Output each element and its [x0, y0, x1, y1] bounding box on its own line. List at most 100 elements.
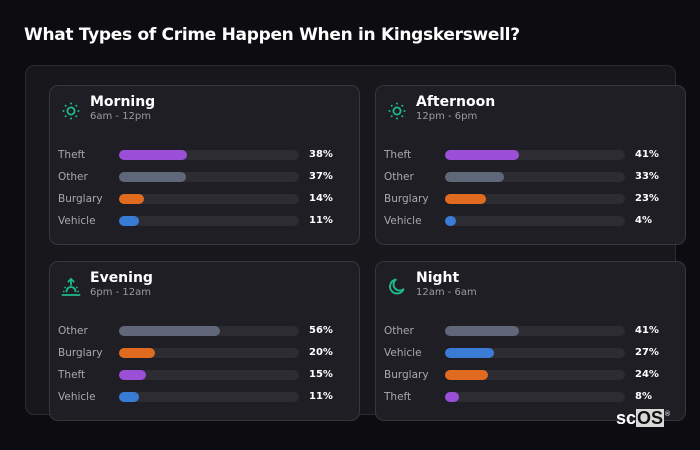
- bar-percent: 11%: [309, 391, 333, 402]
- bar-fill: [445, 326, 519, 336]
- bar-label: Burglary: [58, 193, 103, 205]
- card-afternoon: Afternoon 12pm - 6pm Theft 41% Other 33% B…: [375, 85, 686, 245]
- bar-percent: 24%: [635, 369, 659, 380]
- bar-track: [445, 172, 625, 182]
- registered-mark: ®: [665, 411, 671, 418]
- bar-percent: 15%: [309, 369, 333, 380]
- bar-label: Vehicle: [384, 215, 422, 227]
- bar-list: Other 41% Vehicle 27% Burglary 24% Theft 8%: [384, 324, 684, 412]
- bar-fill: [119, 392, 139, 402]
- bar-track: [119, 150, 299, 160]
- card-time-range: 6pm - 12am: [90, 287, 152, 298]
- bar-row: Other 33%: [384, 170, 684, 192]
- bar-track: [119, 172, 299, 182]
- bar-track: [119, 194, 299, 204]
- bar-percent: 56%: [309, 325, 333, 336]
- bar-label: Other: [58, 171, 88, 183]
- bar-percent: 11%: [309, 215, 333, 226]
- bar-row: Vehicle 11%: [58, 214, 358, 236]
- bar-row: Theft 15%: [58, 368, 358, 390]
- bar-label: Vehicle: [58, 391, 96, 403]
- bar-track: [445, 370, 625, 380]
- bar-percent: 4%: [635, 215, 652, 226]
- card-title: Morning: [90, 94, 156, 110]
- bar-label: Theft: [384, 149, 412, 161]
- bar-track: [119, 216, 299, 226]
- bar-label: Other: [58, 325, 88, 337]
- bar-row: Burglary 23%: [384, 192, 684, 214]
- bar-fill: [445, 370, 489, 380]
- bar-fill: [445, 392, 460, 402]
- scos-logo: sc OS ®: [616, 409, 670, 427]
- bar-label: Theft: [58, 149, 86, 161]
- bar-row: Burglary 14%: [58, 192, 358, 214]
- bar-track: [119, 392, 299, 402]
- bar-track: [119, 370, 299, 380]
- bar-label: Theft: [384, 391, 412, 403]
- card-time-range: 12am - 6am: [416, 287, 477, 298]
- bar-percent: 23%: [635, 193, 659, 204]
- card-time-range: 6am - 12pm: [90, 111, 152, 122]
- card-evening: Evening 6pm - 12am Other 56% Burglary 20% …: [49, 261, 360, 421]
- card-morning: Morning 6am - 12pm Theft 38% Other 37% Bur…: [49, 85, 360, 245]
- bar-label: Burglary: [384, 369, 429, 381]
- bar-track: [119, 348, 299, 358]
- bar-label: Burglary: [384, 193, 429, 205]
- bar-track: [445, 392, 625, 402]
- bar-list: Theft 38% Other 37% Burglary 14% Vehicle 11%: [58, 148, 358, 236]
- bar-fill: [119, 150, 188, 160]
- bar-track: [445, 348, 625, 358]
- bar-list: Theft 41% Other 33% Burglary 23% Vehicle 4%: [384, 148, 684, 236]
- card-header: Afternoon 12pm - 6pm: [386, 93, 495, 123]
- bar-row: Other 37%: [58, 170, 358, 192]
- card-header: Night 12am - 6am: [386, 269, 477, 299]
- bar-percent: 41%: [635, 325, 659, 336]
- bar-label: Vehicle: [384, 347, 422, 359]
- sunset-icon: [60, 276, 82, 298]
- bar-label: Burglary: [58, 347, 103, 359]
- card-night: Night 12am - 6am Other 41% Vehicle 27% Bur…: [375, 261, 686, 421]
- bar-fill: [445, 172, 505, 182]
- sun-icon: [60, 100, 82, 122]
- bar-track: [119, 326, 299, 336]
- bar-percent: 33%: [635, 171, 659, 182]
- card-header: Morning 6am - 12pm: [60, 93, 155, 123]
- bar-row: Theft 8%: [384, 390, 684, 412]
- bar-label: Vehicle: [58, 215, 96, 227]
- bar-row: Burglary 20%: [58, 346, 358, 368]
- bar-row: Vehicle 4%: [384, 214, 684, 236]
- bar-row: Other 56%: [58, 324, 358, 346]
- sun-icon: [386, 100, 408, 122]
- bar-track: [445, 216, 625, 226]
- bar-label: Theft: [58, 369, 86, 381]
- bar-row: Theft 41%: [384, 148, 684, 170]
- bar-track: [445, 194, 625, 204]
- bar-row: Vehicle 11%: [58, 390, 358, 412]
- moon-icon: [386, 276, 408, 298]
- bar-fill: [119, 216, 139, 226]
- bar-percent: 8%: [635, 391, 652, 402]
- card-title: Night: [416, 270, 460, 286]
- bar-fill: [445, 348, 494, 358]
- bar-row: Burglary 24%: [384, 368, 684, 390]
- bar-row: Other 41%: [384, 324, 684, 346]
- bar-percent: 27%: [635, 347, 659, 358]
- bar-fill: [445, 150, 519, 160]
- bar-percent: 41%: [635, 149, 659, 160]
- bar-track: [445, 326, 625, 336]
- bar-row: Theft 38%: [58, 148, 358, 170]
- card-title: Afternoon: [416, 94, 496, 110]
- bar-percent: 38%: [309, 149, 333, 160]
- bar-fill: [119, 348, 155, 358]
- bar-percent: 14%: [309, 193, 333, 204]
- bar-fill: [445, 194, 487, 204]
- bar-list: Other 56% Burglary 20% Theft 15% Vehicle 11%: [58, 324, 358, 412]
- logo-boxed: OS: [636, 408, 665, 428]
- card-header: Evening 6pm - 12am: [60, 269, 153, 299]
- logo-prefix: sc: [616, 408, 637, 428]
- page-title: What Types of Crime Happen When in Kings…: [24, 25, 520, 45]
- bar-fill: [119, 172, 186, 182]
- card-time-range: 12pm - 6pm: [416, 111, 478, 122]
- card-title: Evening: [90, 270, 153, 286]
- bar-fill: [445, 216, 456, 226]
